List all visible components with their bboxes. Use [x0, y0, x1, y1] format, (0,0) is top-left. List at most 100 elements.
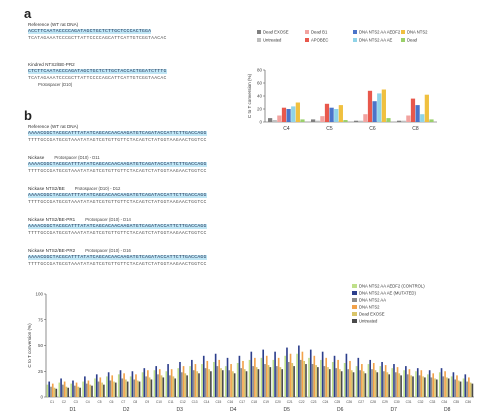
edited-label: Kindred NTS2/BE-PR2 — [28, 62, 75, 67]
sequence-bottom: TTTTGCCGATGCGTAAATATAGTCGTGTTGTTCTACAGTC… — [28, 262, 207, 267]
sequence-bottom: TTTTGCCGATGCGTAAATATAGTCGTGTTGTTCTACAGTC… — [28, 169, 207, 174]
edited-seq-1: CTCTTCAATACCCAGATAGCTGCTCTTGCTACCACTGGAT… — [28, 69, 167, 74]
bar — [136, 380, 139, 397]
bar — [291, 363, 294, 397]
sequence-block-label: Nickase NTS2/BE-PR1 — [28, 217, 76, 222]
bar — [254, 357, 256, 397]
legend-swatch — [352, 291, 357, 295]
category-label: C24 — [322, 400, 328, 404]
category-label: C18 — [251, 400, 257, 404]
bar — [386, 372, 389, 397]
bar — [376, 372, 379, 397]
category-label: C12 — [180, 400, 186, 404]
sequence-line-bottom: TTTTGCCGATGCGTAAATATAGTCGTGTTGTTCTACAGTC… — [28, 261, 288, 268]
bar — [236, 363, 239, 397]
bar — [315, 365, 317, 397]
bar — [328, 369, 331, 397]
bar — [141, 372, 144, 397]
bar — [429, 119, 434, 122]
bar — [60, 378, 62, 397]
y-tick-label: 0 — [259, 120, 262, 125]
bar — [372, 101, 377, 122]
bar — [279, 367, 282, 397]
sequence-block-caption: Protospacer (D10) - D11 — [54, 155, 100, 160]
bar — [191, 359, 193, 397]
edited-seq-line-2: TCATAGAAATCCCGCTTATTCCCCAGCATTCATTGTCGGT… — [28, 75, 243, 82]
bar — [119, 370, 122, 397]
bar — [415, 371, 417, 397]
bar — [73, 385, 76, 397]
y-axis-label: C to T conversion (%) — [247, 73, 252, 118]
category-label: C8 — [412, 126, 419, 132]
category-label: C4 — [283, 126, 290, 132]
category-label: C5 — [326, 126, 333, 132]
bar — [272, 359, 275, 397]
bar — [354, 120, 359, 122]
bar — [268, 118, 273, 122]
bar — [415, 105, 420, 122]
bar — [147, 370, 149, 397]
bar — [216, 366, 219, 397]
bar — [179, 361, 181, 397]
legend-label: Dead B1 — [311, 30, 328, 35]
bar — [403, 370, 405, 397]
bar — [396, 367, 399, 397]
bar — [174, 378, 177, 397]
bar — [125, 379, 127, 397]
bar — [420, 114, 425, 122]
bar — [350, 370, 353, 397]
bar — [381, 89, 386, 122]
category-label: C36 — [465, 400, 471, 404]
bar — [208, 369, 210, 397]
bar — [329, 107, 334, 122]
bar — [117, 374, 120, 397]
bar — [262, 349, 265, 397]
bar — [374, 370, 377, 397]
category-label: C4 — [86, 400, 90, 404]
category-label: C2 — [62, 400, 66, 404]
bar — [393, 364, 395, 397]
bar — [340, 371, 343, 397]
bar — [334, 109, 339, 122]
bar — [158, 369, 161, 397]
sequence-bottom: TTTTGCCGATGCGTAAATATAGTCGTGTTGTTCTACAGTC… — [28, 231, 207, 236]
bar — [72, 380, 74, 397]
bar — [317, 367, 319, 397]
bar — [468, 377, 470, 397]
group-label: D6 — [337, 407, 344, 413]
y-tick-label: 80 — [257, 68, 263, 73]
legend-label: APOBEC — [311, 38, 328, 43]
bar — [352, 372, 355, 397]
bar — [252, 366, 254, 397]
legend-label: Untreated — [263, 38, 282, 43]
bar — [221, 370, 224, 397]
bar — [367, 364, 370, 397]
legend-label: Dead EXOSE — [359, 312, 385, 317]
bar — [214, 353, 217, 397]
bar — [410, 98, 416, 122]
sequence-line-top: AAAACGGCTACGCATTTATATCAGCACAACAAGATGTCAG… — [28, 223, 288, 230]
bar — [264, 364, 266, 397]
sequence-line-top: AAAACGGCTACGCATTTATATCAGCACAACAAGATGTCAG… — [28, 130, 288, 137]
bar — [301, 351, 304, 397]
bar — [48, 381, 51, 397]
bar — [371, 369, 373, 397]
panel-letter-b: b — [24, 108, 32, 123]
legend-swatch — [305, 30, 309, 34]
bar — [398, 373, 401, 397]
legend-swatch — [353, 30, 357, 34]
bar — [408, 369, 411, 397]
bar — [198, 373, 200, 397]
bar — [170, 369, 173, 397]
bar — [182, 366, 185, 397]
y-tick-label: 50 — [38, 343, 44, 348]
group-label: D8 — [444, 407, 451, 413]
bar — [91, 385, 93, 397]
legend-label: DNA NTS2 AA AEDF2 (CONTROL) — [359, 284, 425, 289]
category-label: C7 — [121, 400, 125, 404]
bar — [281, 107, 287, 122]
sequence-block-label: Nickase NTS2/BE — [28, 186, 65, 191]
bar — [401, 120, 406, 122]
bar — [315, 120, 320, 122]
legend-label: DNA NTS2 AA AE (MUTATED) — [359, 291, 416, 296]
